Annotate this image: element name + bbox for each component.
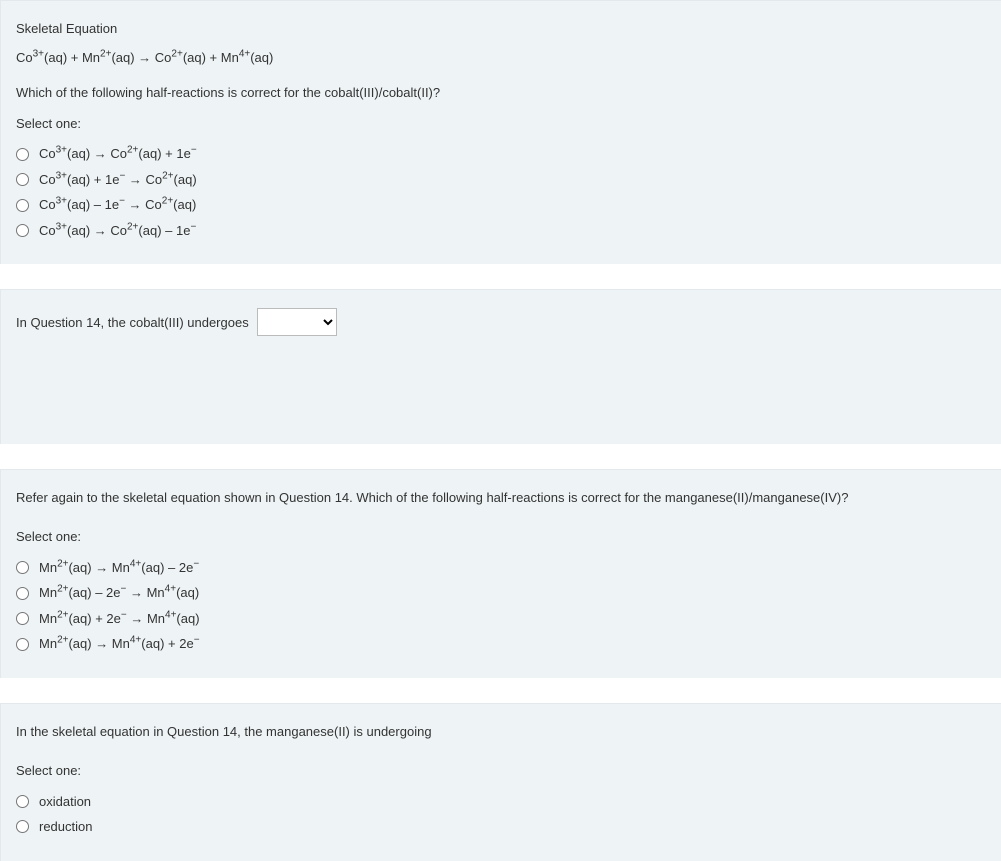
radio-q14-d[interactable] [16, 224, 29, 237]
select-one-prompt-16: Select one: [16, 527, 986, 548]
radio-q16-c[interactable] [16, 612, 29, 625]
select-one-prompt-17: Select one: [16, 761, 986, 782]
option-label: Co3+(aq) → Co2+(aq) + 1e− [39, 144, 197, 164]
radio-q16-b[interactable] [16, 587, 29, 600]
option-row: Co3+(aq) → Co2+(aq) – 1e− [16, 221, 986, 241]
option-label: Co3+(aq) + 1e− → Co2+(aq) [39, 170, 197, 190]
radio-q14-a[interactable] [16, 148, 29, 161]
question-block-14: Skeletal Equation Co3+(aq) + Mn2+(aq) → … [0, 0, 1001, 264]
option-row: Co3+(aq) → Co2+(aq) + 1e− [16, 144, 986, 164]
question-block-17: In the skeletal equation in Question 14,… [0, 703, 1001, 861]
option-label: Mn2+(aq) → Mn4+(aq) + 2e− [39, 634, 200, 654]
question-block-15: In Question 14, the cobalt(III) undergoe… [0, 289, 1001, 444]
question-text-14: Which of the following half-reactions is… [16, 83, 986, 104]
select-one-prompt-14: Select one: [16, 114, 986, 135]
option-row: oxidation [16, 792, 986, 812]
option-row: Mn2+(aq) → Mn4+(aq) + 2e− [16, 634, 986, 654]
option-label: Mn2+(aq) → Mn4+(aq) – 2e− [39, 558, 199, 578]
skeletal-equation-heading: Skeletal Equation [16, 19, 986, 40]
option-label: Mn2+(aq) + 2e− → Mn4+(aq) [39, 609, 200, 629]
option-row: Mn2+(aq) + 2e− → Mn4+(aq) [16, 609, 986, 629]
options-list-17: oxidation reduction [16, 792, 986, 837]
option-label: oxidation [39, 792, 91, 812]
option-label: reduction [39, 817, 92, 837]
option-row: Co3+(aq) – 1e− → Co2+(aq) [16, 195, 986, 215]
question-block-16: Refer again to the skeletal equation sho… [0, 469, 1001, 678]
option-row: Mn2+(aq) – 2e− → Mn4+(aq) [16, 583, 986, 603]
options-list-16: Mn2+(aq) → Mn4+(aq) – 2e− Mn2+(aq) – 2e−… [16, 558, 986, 654]
radio-q14-c[interactable] [16, 199, 29, 212]
question-text-16: Refer again to the skeletal equation sho… [16, 488, 986, 509]
option-label: Mn2+(aq) – 2e− → Mn4+(aq) [39, 583, 199, 603]
option-row: reduction [16, 817, 986, 837]
inline-question-row: In Question 14, the cobalt(III) undergoe… [16, 308, 986, 336]
question-text-15: In Question 14, the cobalt(III) undergoe… [16, 315, 249, 330]
undergoes-select[interactable] [257, 308, 337, 336]
skeletal-equation: Co3+(aq) + Mn2+(aq) → Co2+(aq) + Mn4+(aq… [16, 50, 986, 65]
option-label: Co3+(aq) → Co2+(aq) – 1e− [39, 221, 196, 241]
options-list-14: Co3+(aq) → Co2+(aq) + 1e− Co3+(aq) + 1e−… [16, 144, 986, 240]
option-row: Mn2+(aq) → Mn4+(aq) – 2e− [16, 558, 986, 578]
option-label: Co3+(aq) – 1e− → Co2+(aq) [39, 195, 196, 215]
option-row: Co3+(aq) + 1e− → Co2+(aq) [16, 170, 986, 190]
radio-q16-d[interactable] [16, 638, 29, 651]
radio-q14-b[interactable] [16, 173, 29, 186]
radio-q17-a[interactable] [16, 795, 29, 808]
question-text-17: In the skeletal equation in Question 14,… [16, 722, 986, 743]
radio-q17-b[interactable] [16, 820, 29, 833]
radio-q16-a[interactable] [16, 561, 29, 574]
